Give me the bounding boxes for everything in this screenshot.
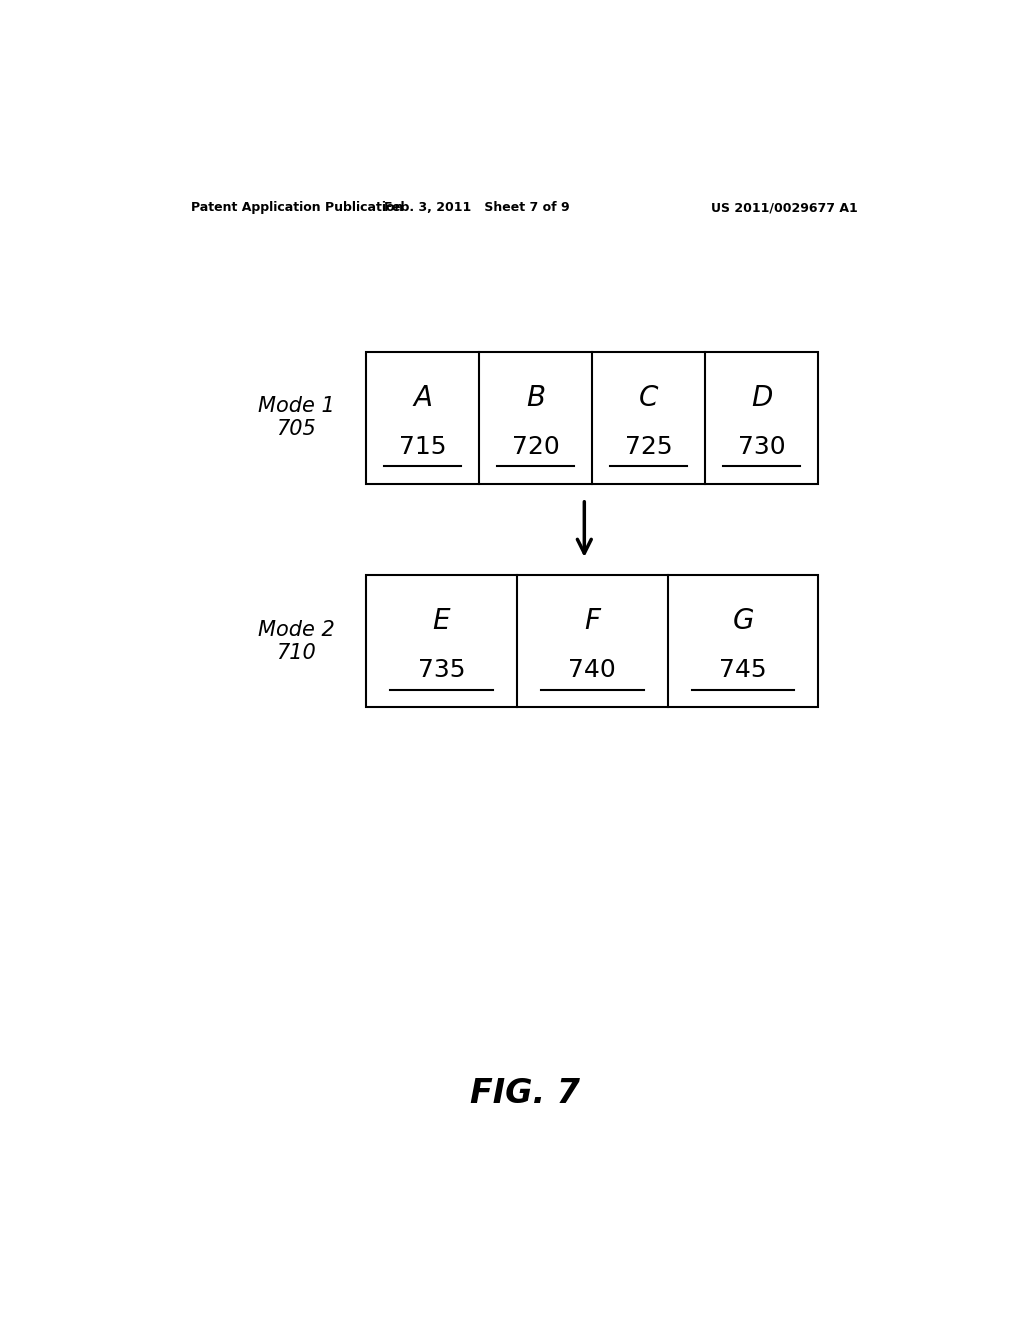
Text: 725: 725 (625, 434, 673, 458)
Text: Mode 1
705: Mode 1 705 (258, 396, 334, 440)
Text: 730: 730 (738, 434, 785, 458)
Text: 735: 735 (418, 659, 465, 682)
Text: Patent Application Publication: Patent Application Publication (191, 201, 403, 214)
Bar (367, 351, 818, 483)
Text: 720: 720 (512, 434, 559, 458)
Text: F: F (585, 607, 600, 635)
Text: 740: 740 (568, 659, 616, 682)
Text: FIG. 7: FIG. 7 (470, 1077, 580, 1110)
Text: C: C (639, 384, 658, 412)
Bar (367, 576, 818, 708)
Text: B: B (526, 384, 545, 412)
Text: Feb. 3, 2011   Sheet 7 of 9: Feb. 3, 2011 Sheet 7 of 9 (384, 201, 570, 214)
Text: 745: 745 (719, 659, 767, 682)
Text: 715: 715 (399, 434, 446, 458)
Text: US 2011/0029677 A1: US 2011/0029677 A1 (712, 201, 858, 214)
Text: G: G (732, 607, 754, 635)
Text: A: A (413, 384, 432, 412)
Text: E: E (433, 607, 451, 635)
Text: Mode 2
710: Mode 2 710 (258, 619, 334, 663)
Text: D: D (752, 384, 772, 412)
